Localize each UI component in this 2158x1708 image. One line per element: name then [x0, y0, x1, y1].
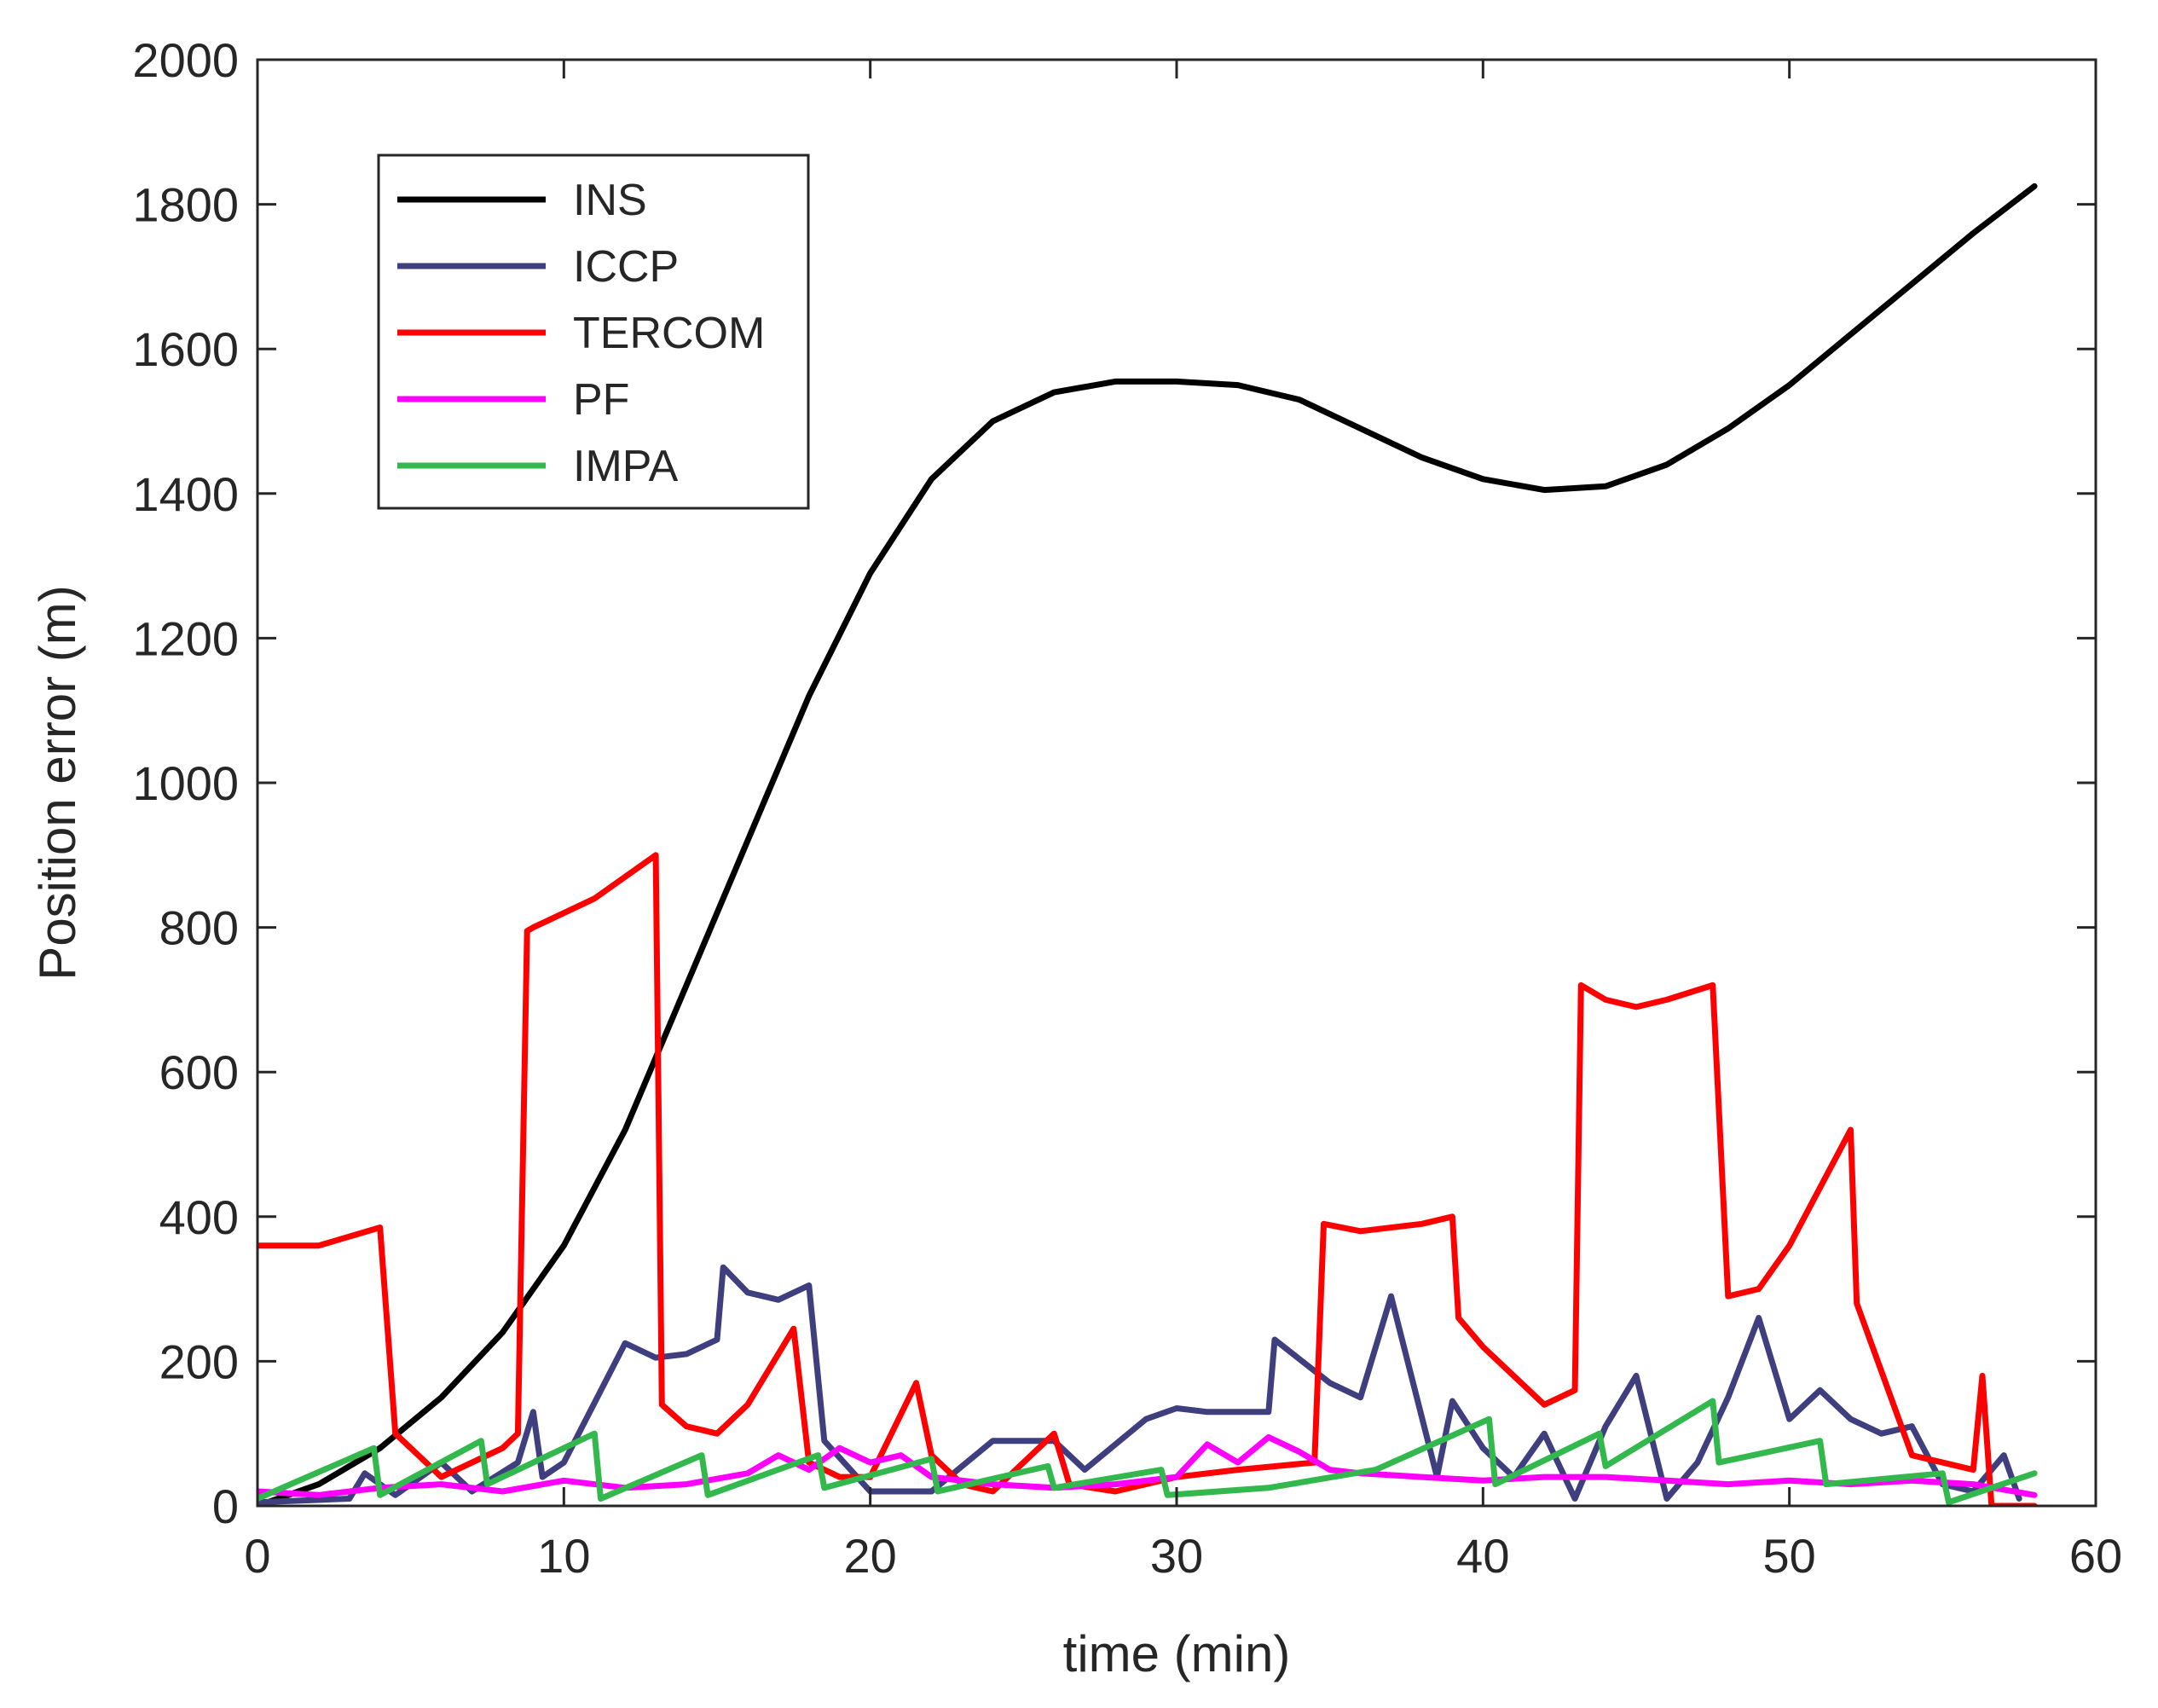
- y-tick-label: 1000: [132, 756, 239, 810]
- legend-label-ins: INS: [573, 176, 647, 225]
- x-tick-label: 40: [1456, 1529, 1509, 1583]
- x-tick-label: 50: [1763, 1529, 1816, 1583]
- legend-label-pf: PF: [573, 375, 629, 425]
- x-tick-label: 0: [244, 1529, 270, 1583]
- y-tick-label: 400: [159, 1190, 239, 1244]
- x-tick-label: 10: [537, 1529, 590, 1583]
- x-axis-label: time (min): [1063, 1625, 1291, 1682]
- series-line-ins: [257, 182, 2038, 1506]
- y-tick-label: 1200: [132, 611, 239, 665]
- y-tick-label: 800: [159, 901, 239, 955]
- y-tick-label: 600: [159, 1045, 239, 1099]
- legend-label-tercom: TERCOM: [573, 309, 765, 358]
- series-line-impa: [257, 1398, 2038, 1506]
- y-tick-label: 1400: [132, 467, 239, 521]
- axes: 0 10 20 30 40 50 60020040060080010001200140016…: [29, 33, 2122, 1682]
- y-tick-label: 1800: [132, 178, 239, 232]
- legend: INS ICCP TERCOM PF IMPA: [377, 153, 810, 510]
- series-group: [257, 182, 2038, 1506]
- y-axis-label: Position error (m): [29, 585, 86, 980]
- x-tick-label: 60: [2069, 1529, 2122, 1583]
- x-tick-label: 20: [844, 1529, 897, 1583]
- y-tick-label: 200: [159, 1335, 239, 1388]
- legend-label-impa: IMPA: [573, 442, 679, 491]
- y-tick-label: 1600: [132, 322, 239, 376]
- legend-label-iccp: ICCP: [573, 242, 679, 292]
- series-line-iccp: [257, 1264, 2022, 1506]
- x-tick-label: 30: [1150, 1529, 1203, 1583]
- series-lines: [257, 182, 2038, 1506]
- y-tick-label: 2000: [132, 33, 239, 87]
- series-line-pf: [257, 1433, 2038, 1498]
- y-tick-label: 0: [212, 1479, 239, 1533]
